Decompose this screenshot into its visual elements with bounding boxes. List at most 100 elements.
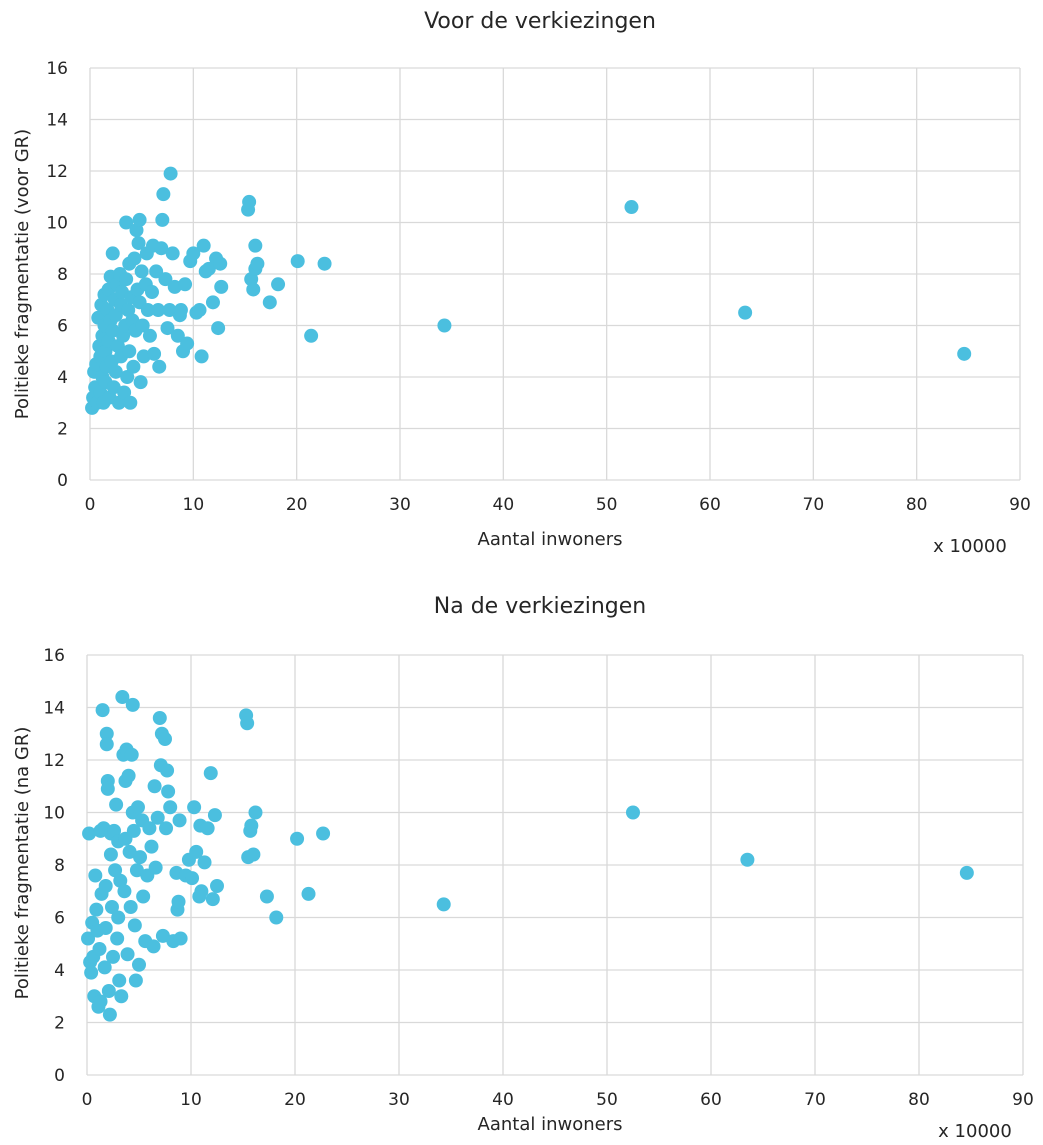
data-point	[242, 194, 257, 209]
data-point	[121, 768, 136, 783]
data-point	[211, 321, 226, 336]
x-tick-label: 30	[389, 495, 411, 515]
scatter-plot-na: Na de verkiezingen 0 10 20 30 40 50 60 70 80 90 0…	[12, 594, 1034, 1142]
data-point	[133, 375, 148, 390]
data-point	[738, 305, 753, 320]
data-point	[436, 897, 451, 912]
data-point	[158, 732, 172, 746]
data-point	[142, 821, 157, 836]
data-point	[194, 884, 209, 899]
data-point	[127, 251, 142, 266]
y-tick-label: 14	[43, 699, 65, 719]
data-point	[106, 949, 120, 964]
data-point	[106, 380, 121, 395]
x-tick-label: 30	[388, 1090, 410, 1110]
data-point	[160, 763, 175, 778]
data-point	[89, 902, 104, 917]
data-point	[301, 886, 316, 901]
x-axis-title: Aantal inwoners	[478, 1114, 623, 1135]
data-point	[132, 957, 146, 972]
x-axis-title: Aantal inwoners	[478, 529, 623, 550]
data-point	[244, 818, 259, 833]
data-point	[207, 808, 222, 823]
gridlines	[86, 654, 1024, 1076]
y-tick-label: 4	[54, 961, 65, 981]
data-point	[246, 282, 261, 297]
data-point	[152, 359, 167, 374]
y-tick-label: 10	[43, 804, 65, 824]
data-point	[109, 797, 124, 812]
data-point	[142, 328, 157, 343]
data-point	[158, 272, 173, 287]
data-point	[248, 238, 263, 253]
data-point	[740, 852, 755, 867]
data-point	[84, 965, 99, 980]
x-tick-label: 80	[908, 1090, 930, 1110]
chart-voor-verkiezingen: Voor de verkiezingen 0 10 20 30 40 50 60 70 80 90…	[0, 0, 1043, 560]
data-point	[145, 285, 159, 300]
data-point	[246, 847, 261, 862]
y-tick-label: 14	[46, 111, 68, 131]
data-point	[136, 889, 151, 904]
data-point	[165, 246, 180, 261]
y-axis-title: Politieke fragmentatie (voor GR)	[12, 129, 33, 419]
data-point	[98, 879, 113, 893]
data-point	[120, 947, 135, 962]
y-tick-label: 0	[54, 1066, 65, 1086]
data-point	[290, 831, 305, 846]
data-point	[317, 256, 332, 271]
y-tick-label: 16	[46, 59, 68, 79]
data-point	[170, 328, 185, 343]
y-tick-labels: 0 2 4 6 8 10 12 14 16	[46, 59, 68, 491]
y-tick-label: 10	[46, 214, 68, 234]
data-point	[290, 254, 305, 269]
data-point	[122, 844, 137, 859]
data-point	[201, 261, 216, 276]
data-point	[194, 349, 209, 364]
data-point	[180, 336, 195, 351]
y-tick-label: 6	[54, 909, 65, 929]
x-tick-label: 90	[1012, 1090, 1034, 1110]
data-point	[173, 303, 188, 318]
data-point	[146, 939, 161, 954]
data-point	[113, 873, 128, 888]
y-axis-title: Politieke fragmentatie (na GR)	[12, 727, 33, 1000]
data-point	[178, 277, 193, 292]
data-point	[99, 737, 114, 752]
data-point	[126, 823, 141, 838]
data-point	[131, 236, 146, 251]
data-point	[122, 344, 137, 359]
data-point	[203, 766, 218, 781]
data-point	[133, 850, 148, 865]
y-tick-labels: 0 2 4 6 8 10 12 14 16	[43, 646, 65, 1086]
data-point	[197, 855, 212, 870]
data-point	[100, 781, 115, 796]
data-point	[163, 800, 178, 815]
gridlines	[89, 67, 1021, 481]
data-point	[149, 264, 164, 279]
data-point	[626, 805, 640, 820]
data-points	[81, 690, 974, 1022]
y-tick-label: 0	[57, 471, 68, 491]
data-point	[214, 279, 229, 294]
x-tick-label: 20	[284, 1090, 306, 1110]
data-point	[129, 863, 144, 878]
data-point	[259, 889, 274, 904]
data-point	[957, 346, 972, 361]
data-point	[103, 847, 118, 862]
data-point	[151, 303, 166, 318]
x-tick-label: 10	[183, 495, 205, 515]
x-tick-label: 80	[906, 495, 928, 515]
data-points	[85, 166, 972, 415]
data-point	[240, 716, 255, 731]
data-point	[147, 346, 162, 361]
y-tick-label: 2	[54, 1014, 65, 1034]
data-point	[160, 321, 175, 336]
data-point	[123, 900, 138, 914]
data-point	[132, 212, 147, 227]
data-point	[117, 385, 132, 400]
data-point	[173, 931, 188, 946]
data-point	[147, 779, 162, 794]
data-point	[162, 303, 177, 318]
data-point	[213, 256, 228, 271]
